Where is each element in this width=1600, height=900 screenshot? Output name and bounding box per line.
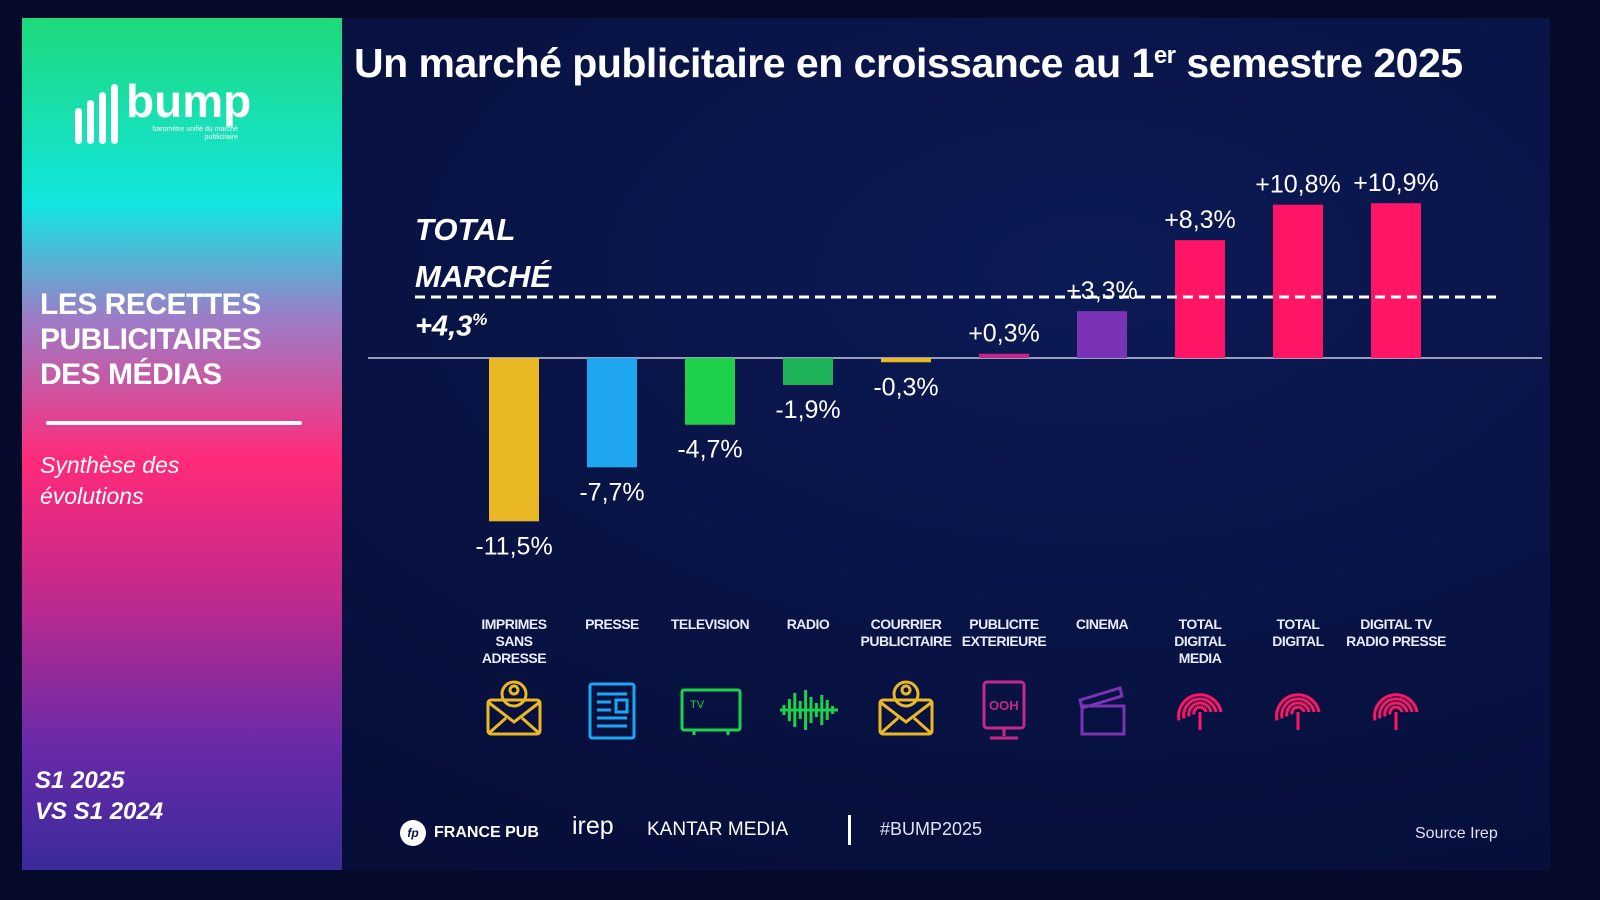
bump-logo: bump xyxy=(75,78,251,144)
fingerprint-icon xyxy=(1177,693,1223,730)
category-label: RADIO xyxy=(753,616,863,633)
data-label: +10,9% xyxy=(1353,169,1439,197)
category-label: CINEMA xyxy=(1047,616,1157,633)
category-line: TOTAL xyxy=(1178,616,1222,632)
category-label: TELEVISION xyxy=(655,616,765,633)
mail-icon xyxy=(486,680,542,736)
footer-divider xyxy=(848,815,851,845)
ooh-billboard-icon: OOH xyxy=(982,680,1026,740)
category-line: PUBLICITE xyxy=(969,616,1039,632)
category-line: ADRESSE xyxy=(481,650,547,666)
partner-irep: irep xyxy=(572,812,614,840)
category-label: TOTAL DIGITAL xyxy=(1243,616,1353,650)
title-line: DES MÉDIAS xyxy=(40,358,222,391)
category-line: IMPRIMES xyxy=(481,616,547,632)
svg-text:OOH: OOH xyxy=(989,698,1019,713)
svg-text:TV: TV xyxy=(690,699,705,711)
title-line: PUBLICITAIRES xyxy=(40,323,262,356)
bar xyxy=(1371,203,1421,358)
total-number: +4,3 xyxy=(415,310,473,343)
data-label: +8,3% xyxy=(1164,206,1236,234)
sidebar xyxy=(22,18,342,870)
category-label: COURRIER PUBLICITAIRE xyxy=(851,616,961,650)
category-label: PUBLICITE EXTERIEURE xyxy=(949,616,1059,650)
data-label: -0,3% xyxy=(873,373,938,401)
bar xyxy=(685,358,735,425)
newspaper-icon xyxy=(588,682,636,740)
category-line: RADIO PRESSE xyxy=(1346,633,1446,649)
category-line: MEDIA xyxy=(1178,650,1222,666)
data-label: -11,5% xyxy=(475,532,552,560)
fingerprint-icon xyxy=(1275,693,1321,730)
period-line: VS S1 2024 xyxy=(35,798,164,825)
total-line: TOTAL xyxy=(415,212,516,247)
total-market-label: TOTAL MARCHÉ +4,3% xyxy=(415,206,551,347)
total-unit: % xyxy=(472,310,488,329)
tv-icon: TV xyxy=(680,688,742,735)
data-label: +10,8% xyxy=(1255,171,1341,199)
category-label: TOTAL DIGITAL MEDIA xyxy=(1145,616,1255,667)
divider xyxy=(46,421,302,425)
category-line: COURRIER xyxy=(870,616,942,632)
logo-text: bump xyxy=(126,75,252,127)
category-label: IMPRIMES SANS ADRESSE xyxy=(459,616,569,667)
sidebar-title: LES RECETTES PUBLICITAIRES DES MÉDIAS xyxy=(40,287,262,392)
category-label: DIGITAL TV RADIO PRESSE xyxy=(1341,616,1451,650)
page-title: Un marché publicitaire en croissance au … xyxy=(354,40,1463,87)
total-line: MARCHÉ xyxy=(415,259,552,294)
period-line: S1 2025 xyxy=(35,767,125,794)
category-line: DIGITAL xyxy=(1174,633,1226,649)
bar xyxy=(783,358,833,385)
bar xyxy=(489,358,539,522)
bar xyxy=(1175,240,1225,358)
sidebar-subtitle: Synthèse des évolutions xyxy=(40,452,180,509)
bar xyxy=(1077,311,1127,358)
bump-bars-icon xyxy=(75,82,118,144)
title-main: Un marché publicitaire en croissance au … xyxy=(354,40,1154,86)
category-line: DIGITAL TV xyxy=(1360,616,1432,632)
partner-kantar: KANTAR MEDIA xyxy=(647,819,789,840)
title-line: LES RECETTES xyxy=(40,288,261,321)
category-line: PRESSE xyxy=(585,616,639,632)
title-end: semestre 2025 xyxy=(1175,40,1463,86)
total-value: +4,3% xyxy=(415,300,551,347)
logo-tagline: baromètre unifié du marché publicitaire xyxy=(152,126,238,141)
france-pub-logo: fp FRANCE PUB xyxy=(400,820,539,846)
fingerprint-icon xyxy=(1373,693,1419,730)
fp-icon: fp xyxy=(400,820,426,846)
radio-wave-icon xyxy=(780,690,838,730)
category-line: TELEVISION xyxy=(670,616,750,632)
title-sup: er xyxy=(1153,42,1176,69)
category-line: RADIO xyxy=(786,616,830,632)
clapperboard-icon xyxy=(1078,686,1126,736)
category-line: DIGITAL xyxy=(1272,633,1324,649)
category-label: PRESSE xyxy=(557,616,667,633)
hashtag: #BUMP2025 xyxy=(880,819,983,839)
bar xyxy=(979,353,1029,358)
bar xyxy=(881,358,931,363)
data-label: +0,3% xyxy=(968,320,1040,348)
category-line: SANS xyxy=(495,633,533,649)
category-line: CINEMA xyxy=(1075,616,1129,632)
category-line: EXTERIEURE xyxy=(961,633,1047,649)
category-line: TOTAL xyxy=(1276,616,1320,632)
data-label: -7,7% xyxy=(579,478,644,506)
bar xyxy=(1273,204,1323,358)
partner-france-pub: FRANCE PUB xyxy=(434,824,539,841)
source: Source Irep xyxy=(1415,825,1498,842)
bar xyxy=(587,358,637,468)
mail-icon xyxy=(878,680,934,736)
data-label: -4,7% xyxy=(677,436,742,464)
category-line: PUBLICITAIRE xyxy=(860,633,952,649)
period: S1 2025 VS S1 2024 xyxy=(35,765,163,827)
data-label: +3,3% xyxy=(1066,277,1138,305)
data-label: -1,9% xyxy=(775,396,840,424)
